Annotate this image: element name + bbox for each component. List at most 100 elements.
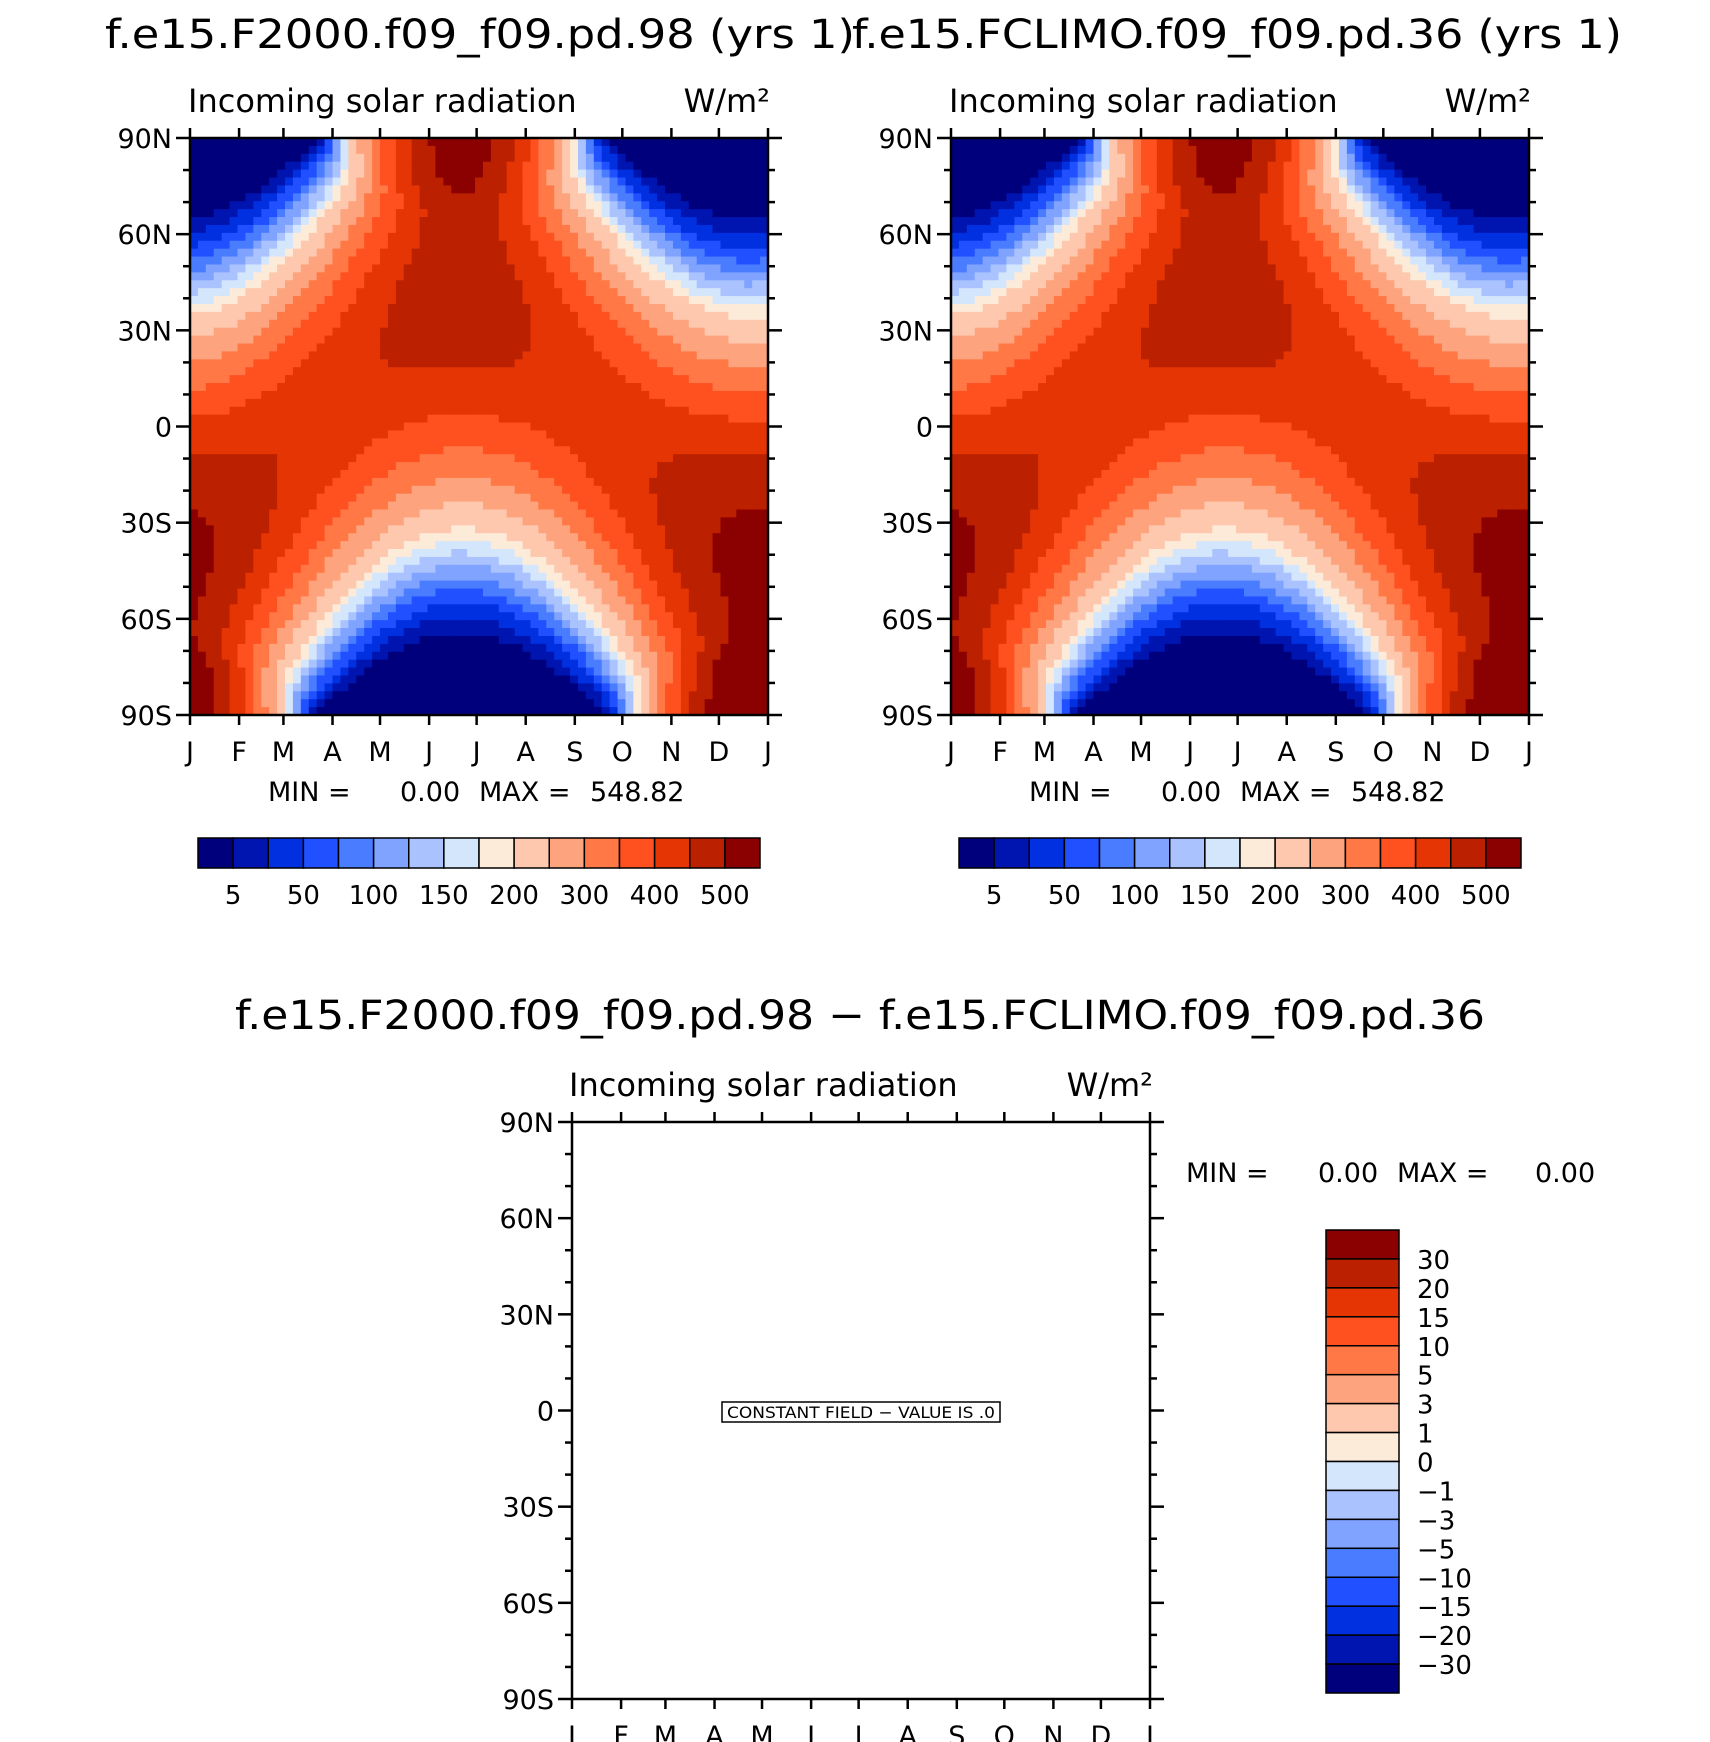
field-cell bbox=[395, 699, 405, 708]
field-cell bbox=[482, 707, 492, 715]
field-cell bbox=[696, 438, 706, 448]
field-cell bbox=[213, 390, 223, 400]
field-cell bbox=[451, 430, 461, 440]
field-cell bbox=[403, 469, 413, 479]
field-cell bbox=[213, 375, 223, 384]
field-cell bbox=[372, 169, 381, 179]
field-cell bbox=[538, 628, 548, 637]
field-cell bbox=[237, 232, 247, 242]
field-cell bbox=[688, 351, 698, 361]
field-cell bbox=[672, 288, 682, 297]
field-cell bbox=[482, 477, 492, 487]
field-cell bbox=[672, 438, 682, 448]
field-cell bbox=[570, 643, 579, 653]
field-cell bbox=[585, 303, 595, 313]
field-cell bbox=[633, 169, 643, 179]
field-cell bbox=[427, 501, 437, 511]
field-cell bbox=[530, 485, 540, 495]
field-cell bbox=[300, 422, 310, 432]
field-cell bbox=[308, 612, 318, 621]
field-cell bbox=[554, 683, 563, 693]
field-cell bbox=[403, 296, 413, 305]
field-cell bbox=[356, 438, 365, 448]
field-cell bbox=[261, 430, 270, 440]
field-cell bbox=[356, 501, 365, 511]
field-cell bbox=[657, 667, 666, 677]
field-cell bbox=[308, 390, 318, 400]
field-cell bbox=[229, 454, 239, 463]
field-cell bbox=[332, 422, 342, 432]
field-cell bbox=[221, 319, 231, 329]
field-cell bbox=[387, 509, 397, 519]
field-cell bbox=[427, 580, 437, 590]
field-cell bbox=[704, 319, 714, 329]
field-cell bbox=[601, 359, 611, 369]
field-cell bbox=[554, 446, 563, 455]
field-cell bbox=[459, 303, 468, 313]
field-cell bbox=[514, 288, 524, 297]
field-cell bbox=[522, 153, 532, 163]
field-cell bbox=[253, 383, 263, 392]
field-cell bbox=[530, 549, 540, 558]
field-cell bbox=[364, 288, 373, 297]
field-cell bbox=[617, 691, 627, 700]
field-cell bbox=[482, 485, 492, 495]
field-cell bbox=[459, 224, 468, 234]
field-cell bbox=[411, 588, 421, 598]
field-cell bbox=[696, 699, 706, 708]
field-cell bbox=[269, 185, 278, 195]
field-cell bbox=[459, 469, 468, 479]
field-cell bbox=[649, 485, 658, 495]
field-cell bbox=[419, 501, 429, 511]
field-cell bbox=[213, 193, 223, 203]
field-cell bbox=[672, 367, 682, 376]
field-cell bbox=[617, 501, 627, 511]
field-cell bbox=[570, 691, 579, 700]
field-cell bbox=[467, 635, 476, 645]
field-cell bbox=[419, 390, 429, 400]
field-cell bbox=[530, 588, 540, 598]
field-cell bbox=[285, 446, 294, 455]
field-cell bbox=[387, 153, 397, 163]
field-cell bbox=[514, 145, 524, 155]
field-cell bbox=[324, 430, 334, 440]
field-cell bbox=[356, 699, 365, 708]
field-cell bbox=[316, 375, 326, 384]
field-cell bbox=[688, 675, 698, 685]
field-cell bbox=[633, 462, 643, 471]
field-cell bbox=[712, 580, 722, 590]
field-cell bbox=[625, 296, 635, 305]
field-cell bbox=[601, 580, 611, 590]
field-cell bbox=[688, 446, 698, 455]
field-cell bbox=[688, 406, 698, 416]
field-cell bbox=[570, 580, 579, 590]
field-cell bbox=[300, 596, 310, 606]
field-cell bbox=[641, 375, 651, 384]
field-cell bbox=[570, 588, 579, 598]
field-cell bbox=[229, 406, 239, 416]
field-cell bbox=[269, 588, 278, 598]
field-cell bbox=[546, 343, 556, 353]
field-cell bbox=[395, 383, 405, 392]
field-cell bbox=[617, 596, 627, 606]
field-cell bbox=[292, 264, 302, 274]
field-cell bbox=[395, 604, 405, 614]
field-cell bbox=[459, 319, 468, 329]
field-cell bbox=[237, 604, 247, 614]
field-cell bbox=[459, 169, 468, 179]
field-cell bbox=[261, 628, 270, 637]
field-cell bbox=[593, 691, 603, 700]
field-cell bbox=[688, 462, 698, 471]
field-cell bbox=[617, 383, 627, 392]
field-cell bbox=[451, 209, 461, 218]
field-cell bbox=[570, 201, 579, 210]
field-cell bbox=[482, 280, 492, 289]
field-cell bbox=[316, 177, 326, 187]
field-cell bbox=[704, 699, 714, 708]
field-cell bbox=[459, 296, 468, 305]
field-cell bbox=[665, 454, 674, 463]
field-cell bbox=[213, 572, 223, 582]
field-cell bbox=[696, 193, 706, 203]
field-cell bbox=[229, 596, 239, 606]
field-cell bbox=[300, 161, 310, 171]
